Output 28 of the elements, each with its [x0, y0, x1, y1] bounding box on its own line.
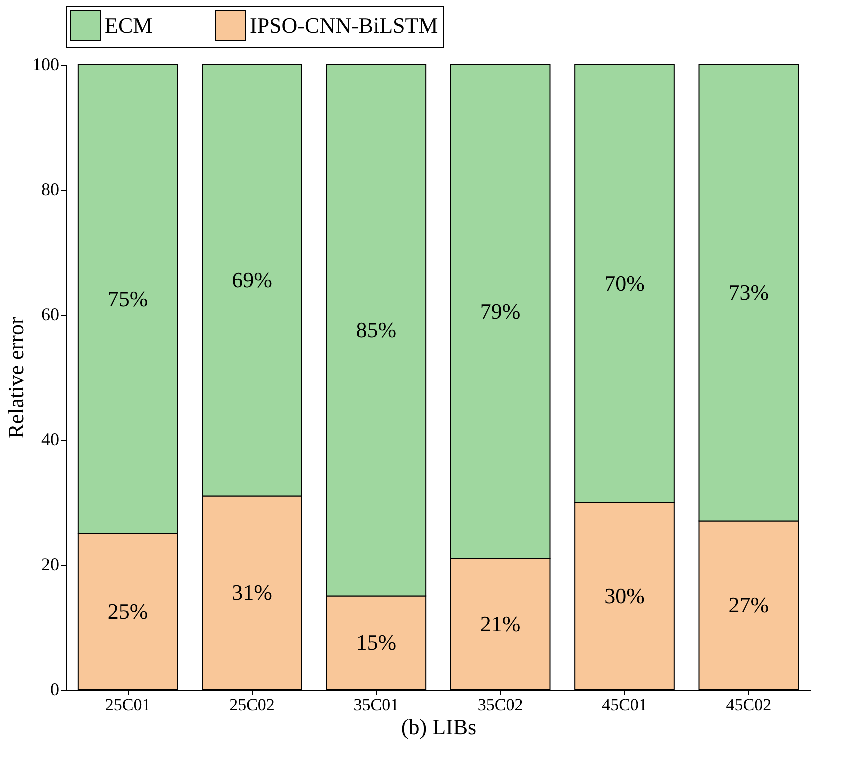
data-label: 70% [604, 270, 645, 296]
x-tick-label: 35C02 [478, 696, 524, 714]
data-label: 79% [480, 298, 521, 324]
data-label: 69% [232, 268, 272, 293]
legend-label: ECM [105, 12, 153, 38]
y-tick-label: 0 [50, 680, 60, 700]
x-tick-label: 35C01 [354, 696, 400, 714]
data-label: 27% [728, 592, 770, 618]
x-tick-label: 25C02 [230, 696, 275, 714]
x-axis-title: (b) LIBs [401, 714, 477, 740]
y-axis-title: Relative error [4, 316, 28, 439]
y-tick-label: 80 [42, 180, 60, 200]
data-label: 31% [232, 580, 272, 606]
y-tick-label: 40 [42, 430, 60, 450]
y-tick-label: 100 [32, 54, 60, 74]
data-label: 21% [480, 611, 521, 636]
x-tick-label: 25C01 [105, 696, 151, 714]
data-label: 30% [604, 583, 645, 608]
data-label: 73% [728, 280, 770, 306]
legend-label: IPSO-CNN-BiLSTM [250, 12, 438, 38]
data-label: 15% [356, 630, 397, 656]
x-tick-label: 45C01 [602, 696, 648, 714]
x-tick-label: 45C02 [726, 696, 772, 714]
data-label: 25% [108, 598, 148, 624]
data-label: 75% [108, 286, 148, 312]
y-tick-label: 60 [42, 304, 60, 324]
data-label: 85% [356, 318, 397, 343]
y-tick-label: 20 [42, 554, 60, 574]
